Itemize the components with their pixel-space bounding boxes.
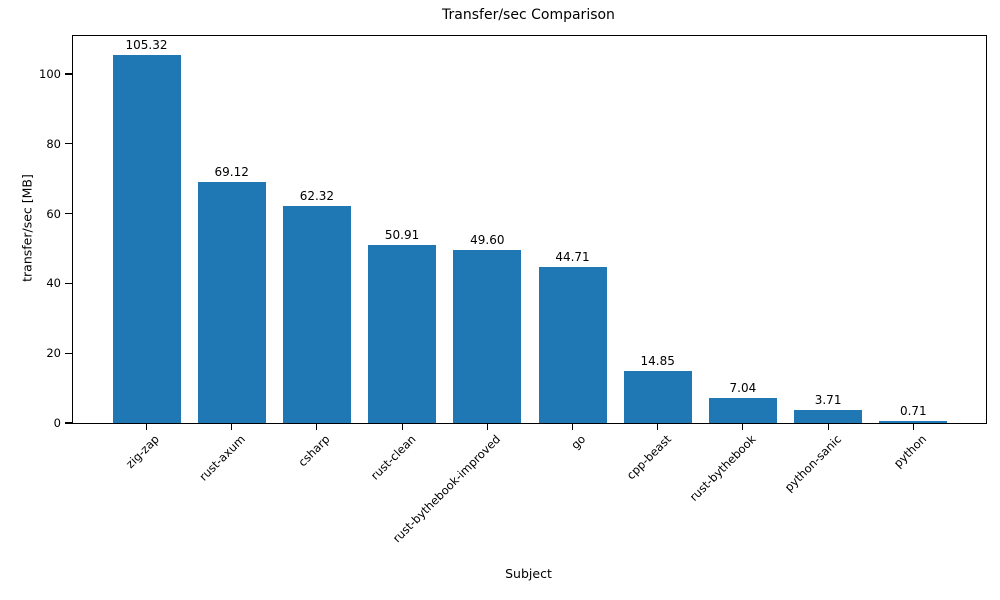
y-tick [65,422,72,424]
y-tick-label: 60 [46,206,61,221]
x-tick [486,423,488,430]
x-tick [827,423,829,430]
y-tick [65,282,72,284]
x-tick [231,423,233,430]
y-axis-label: transfer/sec [MB] [19,174,35,282]
x-tick [912,423,914,430]
bar [708,398,777,423]
bar [794,410,863,423]
x-tick-label: csharp [295,432,333,470]
x-tick-label: rust-axum [195,432,248,484]
bar-value-label: 14.85 [640,354,675,369]
bar-value-label: 105.32 [125,38,168,53]
bar-value-label: 49.60 [470,232,505,247]
chart-title: Transfer/sec Comparison [442,7,615,23]
y-tick-label: 40 [46,276,61,291]
x-tick-label: python-sanic [781,432,845,495]
x-tick [657,423,659,430]
plot-area: 105.32 zig-zap 69.12 rust-axum 62.32 csharp 50… [39,35,987,545]
x-tick [742,423,744,430]
x-tick-label: zig-zap [123,432,163,471]
bar [197,181,266,423]
x-tick [401,423,403,430]
bar [282,205,351,423]
bar-value-label: 0.71 [899,403,927,418]
bar-value-label: 44.71 [555,249,590,264]
bar [368,245,437,423]
x-tick [145,423,148,430]
bar-value-label: 62.32 [299,188,335,203]
x-tick-label: cpp-beast [623,432,674,483]
y-tick [65,143,72,145]
bar [538,266,607,423]
y-tick [65,213,72,215]
bar-value-label: 50.91 [384,228,420,243]
bar [623,371,692,423]
y-tick-label: 80 [46,136,61,151]
bar-value-label: 7.04 [729,381,757,396]
bar [112,55,181,423]
bar [879,420,948,423]
x-tick-label: python [890,432,930,471]
x-tick-label: rust-bythebook [686,432,759,504]
bar-value-label: 3.71 [814,393,842,408]
x-axis-label: Subject [505,566,552,581]
y-tick-label: 0 [53,416,61,430]
x-tick-label: rust-clean [367,432,419,483]
y-tick-label: 20 [46,346,61,361]
y-tick-label: 100 [39,67,61,82]
x-tick-label: go [568,432,589,453]
x-tick [316,423,318,430]
y-tick [65,352,72,354]
bar [453,249,522,423]
y-tick [65,73,72,75]
bar-value-label: 69.12 [214,164,249,179]
x-tick [571,423,574,430]
